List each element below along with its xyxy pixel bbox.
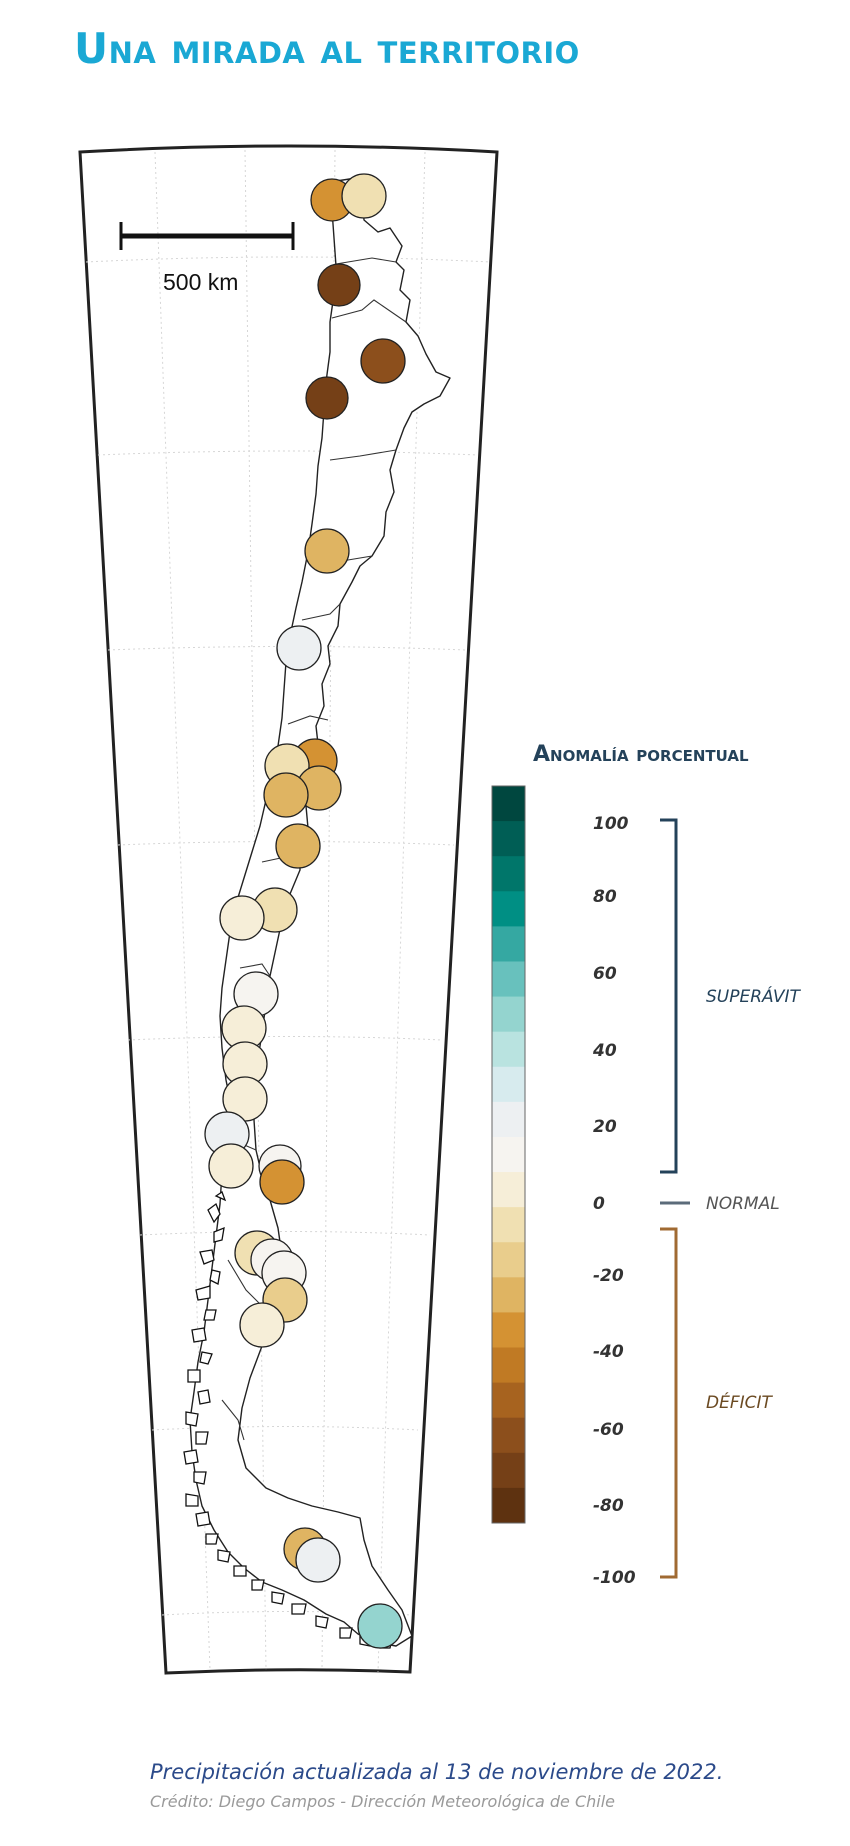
station-marker[interactable] <box>275 823 321 869</box>
station-marker[interactable] <box>259 1159 305 1205</box>
legend-color-step <box>492 1172 525 1208</box>
superavit-label: SUPERÁVIT <box>706 987 800 1007</box>
deficit-label: DÉFICIT <box>706 1393 772 1413</box>
legend-color-step <box>492 1207 525 1243</box>
caption: Precipitación actualizada al 13 de novie… <box>150 1760 724 1784</box>
legend-tick: 100 <box>593 814 629 834</box>
page-title: Una mirada al territorio <box>74 24 580 73</box>
station-marker[interactable] <box>357 1603 403 1649</box>
legend-tick: -20 <box>593 1266 624 1286</box>
station-marker[interactable] <box>341 173 387 219</box>
fjord-coastline <box>183 1161 393 1649</box>
map-frame <box>78 144 499 1675</box>
chile-outline <box>189 177 451 1647</box>
legend-color-step <box>492 1277 525 1313</box>
legend-tick: -60 <box>593 1420 624 1440</box>
legend-color-step <box>492 856 525 892</box>
station-marker[interactable] <box>304 528 350 574</box>
legend-color-step <box>492 1312 525 1349</box>
legend-tick: -80 <box>593 1496 624 1516</box>
legend-color-step <box>492 1452 525 1489</box>
legend-color-step <box>492 961 525 998</box>
station-marker[interactable] <box>317 263 361 307</box>
legend-color-bar-border <box>491 785 526 1524</box>
station-marker[interactable] <box>305 376 349 420</box>
legend-color-step <box>492 786 525 822</box>
legend-tick: -100 <box>593 1568 636 1588</box>
legend-color-step <box>492 996 525 1033</box>
stations-layer <box>204 173 406 1649</box>
legend-color-step <box>492 1101 525 1138</box>
legend-color-step <box>492 1136 525 1173</box>
legend-tick: -40 <box>593 1342 624 1362</box>
legend-color-step <box>492 1242 525 1278</box>
legend-color-step <box>492 1417 525 1454</box>
legend-color-step <box>492 821 525 857</box>
credit: Crédito: Diego Campos - Dirección Meteor… <box>150 1792 615 1811</box>
legend-tick: 0 <box>593 1194 605 1214</box>
legend-title: Anomalía porcentual <box>533 742 749 767</box>
scale-bar <box>119 222 295 250</box>
superavit-bracket <box>660 818 678 1174</box>
legend-tick: 80 <box>593 887 617 907</box>
station-marker[interactable] <box>295 1537 341 1583</box>
normal-label: NORMAL <box>706 1194 780 1214</box>
deficit-bracket <box>660 1227 678 1579</box>
station-marker[interactable] <box>239 1302 285 1348</box>
station-marker[interactable] <box>219 895 265 941</box>
legend-tick: 20 <box>593 1117 617 1137</box>
legend-tick: 60 <box>593 964 617 984</box>
station-marker[interactable] <box>360 338 406 384</box>
legend-tick: 40 <box>593 1041 617 1061</box>
legend-color-bar <box>491 785 526 1524</box>
legend-color-step <box>492 1347 525 1384</box>
legend-color-step <box>492 1382 525 1419</box>
station-marker[interactable] <box>208 1143 254 1189</box>
legend-color-step <box>492 926 525 962</box>
legend-color-step <box>492 891 525 927</box>
legend-color-step <box>492 1031 525 1068</box>
station-marker[interactable] <box>263 772 309 818</box>
legend-color-step <box>492 1487 525 1524</box>
scale-label: 500 km <box>163 269 238 295</box>
station-marker[interactable] <box>276 625 322 671</box>
legend-color-step <box>492 1066 525 1103</box>
